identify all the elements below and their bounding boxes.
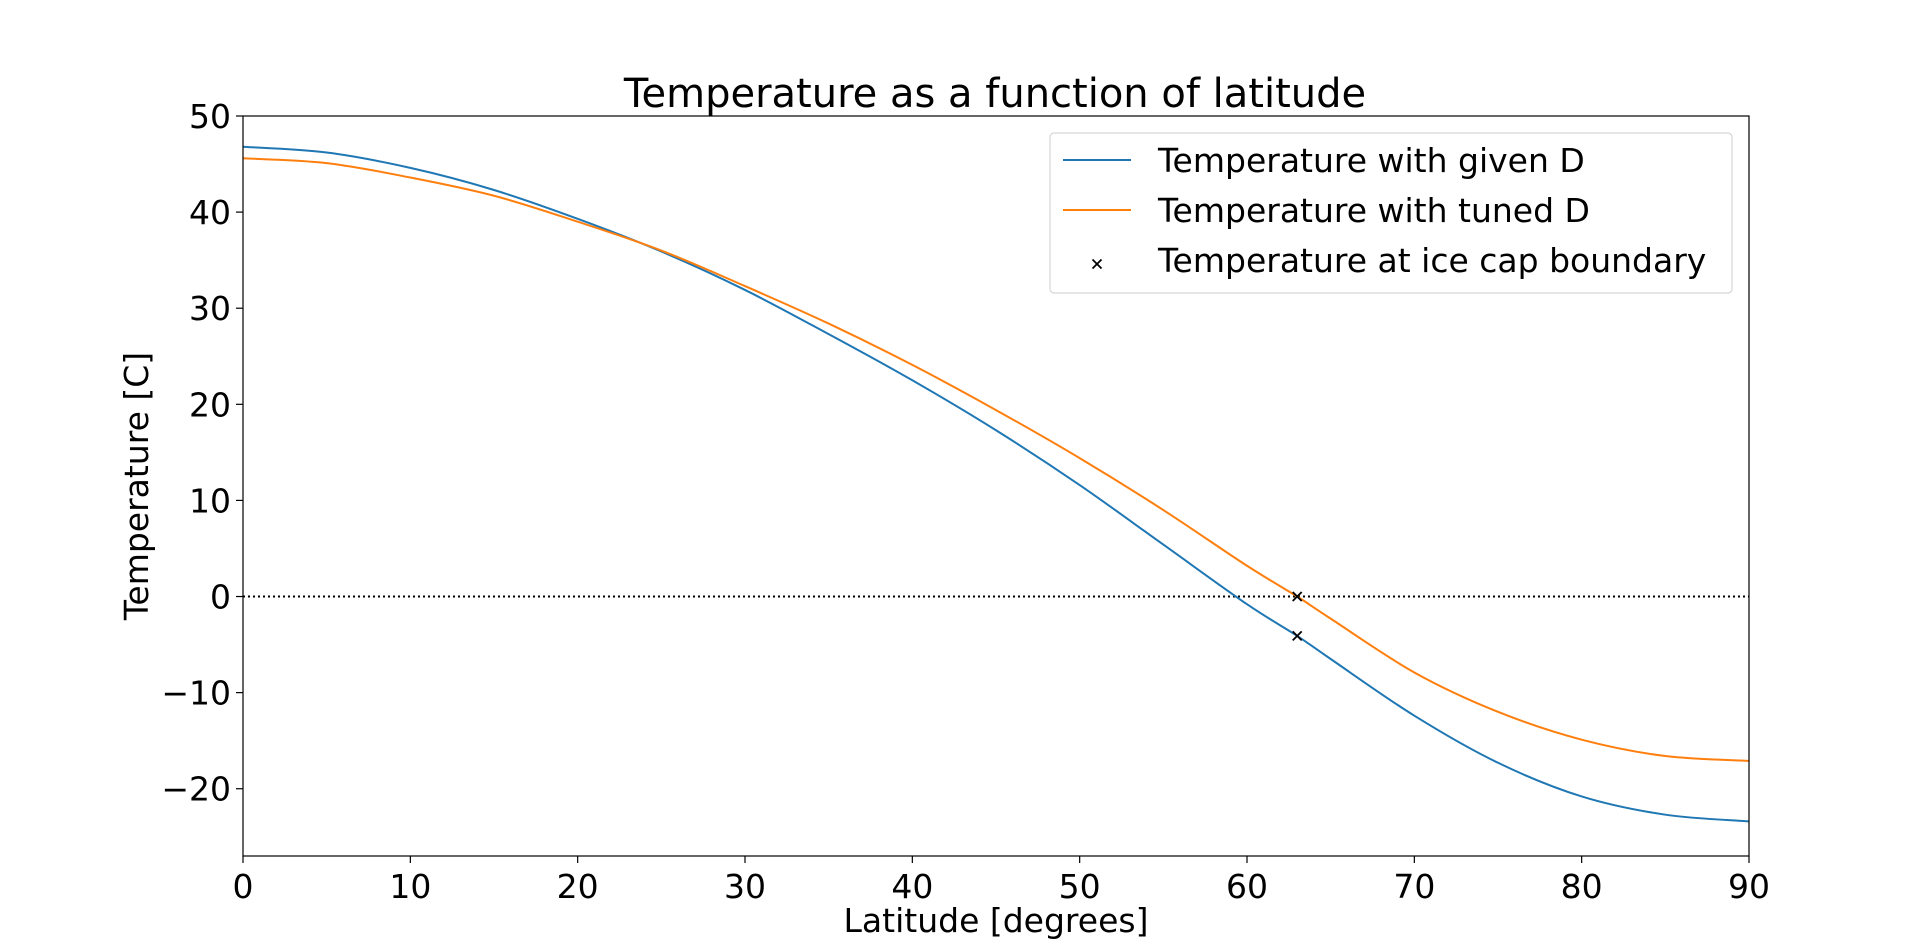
legend-marker-3 [1091, 258, 1103, 270]
x-tick-label: 70 [1393, 867, 1435, 906]
y-tick-label: 20 [189, 385, 231, 424]
y-tick-label: 10 [189, 481, 231, 520]
series-line-1 [242, 145, 1750, 823]
x-tick-label: 10 [389, 867, 431, 906]
x-tick-label: 90 [1728, 867, 1770, 906]
series-layer [242, 145, 1750, 823]
x-tick-label: 20 [557, 867, 599, 906]
x-tick-label: 80 [1561, 867, 1603, 906]
legend-label-3: Temperature at ice cap boundary [1157, 241, 1706, 280]
ice-cap-boundary-marker-2 [1292, 630, 1303, 642]
x-tick-label: 60 [1226, 867, 1268, 906]
ice-cap-boundary-marker-1 [1292, 591, 1303, 602]
legend-label-1: Temperature with given D [1157, 141, 1585, 180]
x-tick-label: 0 [233, 867, 254, 906]
y-axis-title: Temperature [C] [117, 352, 156, 621]
x-tick-label: 40 [891, 867, 933, 906]
series-line-2 [242, 157, 1750, 762]
plot-frame [242, 115, 1750, 857]
x-tick-label: 50 [1059, 867, 1101, 906]
legend-frame [1049, 132, 1733, 294]
ticks-layer: 0 10 20 30 40 50 60 70 80 90 50 40 30 20 10 0 −10 −20 [161, 97, 1770, 906]
y-tick-label: −10 [161, 674, 231, 713]
y-tick-label: −20 [161, 770, 231, 809]
y-tick-label: 40 [189, 193, 231, 232]
legend-label-2: Temperature with tuned D [1157, 191, 1590, 230]
y-tick-label: 0 [210, 578, 231, 617]
y-tick-label: 30 [189, 289, 231, 328]
x-axis-title: Latitude [degrees] [844, 901, 1149, 940]
legend: Temperature with given D Temperature with… [1049, 132, 1733, 294]
chart-title: Temperature as a function of latitude [623, 71, 1366, 117]
y-tick-label: 50 [189, 97, 231, 136]
x-tick-label: 30 [724, 867, 766, 906]
